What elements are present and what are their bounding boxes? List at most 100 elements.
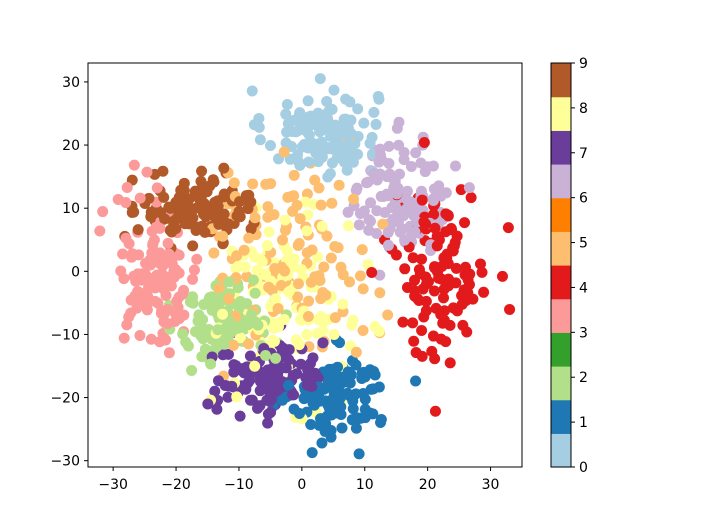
data-point-class-3 (152, 278, 164, 290)
data-point-class-0 (358, 117, 370, 129)
data-point-class-1 (350, 422, 362, 434)
data-point-class-5 (243, 338, 255, 350)
data-point-class-4 (450, 277, 462, 289)
data-point-class-6 (354, 208, 366, 220)
data-point-class-6 (393, 139, 405, 151)
data-point-class-4 (429, 353, 441, 365)
colorbar-segment (551, 265, 571, 300)
colorbar-segment (551, 366, 571, 401)
colorbar-segment (551, 231, 571, 266)
data-point-class-6 (422, 161, 434, 173)
data-point-class-5 (315, 199, 327, 211)
data-point-class-4 (428, 285, 440, 297)
data-point-class-5 (247, 178, 259, 190)
data-point-class-0 (340, 113, 352, 125)
data-point-class-3 (131, 302, 143, 314)
data-point-class-0 (280, 108, 292, 120)
data-point-class-5 (228, 177, 240, 189)
data-point-class-5 (377, 218, 389, 230)
data-point-class-0 (287, 114, 299, 126)
data-point-class-8 (254, 253, 266, 265)
data-point-class-4 (429, 222, 441, 234)
data-point-class-6 (400, 203, 412, 215)
data-point-class-7 (209, 385, 221, 397)
axes-frame (87, 62, 523, 468)
data-point-class-8 (279, 214, 291, 226)
data-point-class-2 (212, 324, 224, 336)
colorbar-tick-label: 6 (579, 191, 588, 207)
data-point-class-7 (295, 358, 307, 370)
data-point-class-4 (435, 333, 447, 345)
data-point-class-4 (504, 303, 516, 315)
data-point-class-4 (401, 281, 413, 293)
data-point-class-5 (329, 312, 341, 324)
data-point-class-7 (240, 383, 252, 395)
data-point-class-4 (397, 316, 409, 328)
data-point-class-4 (438, 292, 450, 304)
data-point-class-4 (416, 350, 428, 362)
data-point-class-7 (287, 370, 299, 381)
data-point-class-0 (352, 130, 364, 142)
data-point-class-1 (332, 361, 344, 373)
data-point-class-1 (410, 375, 422, 387)
data-point-class-2 (192, 315, 204, 327)
data-point-class-1 (336, 422, 348, 434)
data-point-class-1 (353, 448, 365, 460)
data-point-class-5 (313, 182, 325, 194)
data-point-class-9 (145, 211, 157, 223)
data-point-class-5 (333, 179, 345, 191)
data-point-class-7 (277, 342, 289, 354)
data-point-class-5 (279, 265, 291, 277)
data-point-class-8 (282, 245, 294, 257)
data-point-class-6 (405, 230, 417, 242)
data-point-class-5 (263, 281, 275, 293)
data-point-class-1 (347, 403, 359, 415)
data-point-class-5 (292, 291, 304, 303)
data-point-class-3 (141, 166, 153, 178)
data-point-class-0 (326, 157, 338, 169)
data-point-class-2 (205, 358, 217, 370)
colorbar-segment (551, 130, 571, 165)
data-point-class-9 (234, 196, 246, 208)
data-point-class-8 (251, 264, 263, 276)
x-tick-label: 0 (297, 477, 306, 493)
data-point-class-2 (186, 364, 198, 376)
data-point-class-1 (316, 437, 328, 449)
data-point-class-8 (263, 226, 275, 238)
data-point-class-3 (151, 182, 163, 194)
data-point-class-0 (370, 118, 382, 130)
data-point-class-3 (97, 206, 109, 218)
data-point-class-7 (222, 391, 234, 403)
data-point-class-6 (391, 122, 403, 134)
data-point-class-1 (368, 366, 380, 378)
data-point-class-8 (346, 319, 358, 331)
colorbar-tick-label: 2 (579, 370, 588, 386)
data-point-class-3 (132, 285, 144, 297)
data-point-class-7 (283, 354, 295, 366)
data-point-class-1 (373, 381, 385, 393)
data-point-class-3 (134, 329, 146, 341)
data-point-class-8 (301, 225, 313, 237)
data-point-class-6 (383, 140, 395, 152)
data-point-class-3 (172, 301, 184, 313)
data-point-class-8 (239, 261, 251, 273)
data-point-class-9 (132, 224, 144, 236)
data-point-class-3 (161, 277, 173, 289)
data-point-class-1 (375, 417, 387, 429)
data-point-class-4 (431, 240, 443, 252)
data-point-class-4 (502, 222, 514, 234)
data-point-class-5 (292, 240, 304, 252)
data-point-class-3 (94, 225, 106, 237)
data-point-class-4 (435, 309, 447, 321)
data-point-class-5 (344, 276, 356, 288)
data-point-class-4 (459, 261, 471, 273)
data-point-class-0 (312, 107, 324, 119)
data-point-class-9 (201, 207, 213, 219)
data-point-class-6 (353, 219, 365, 231)
x-tick-label: 20 (419, 477, 437, 493)
data-point-class-4 (438, 252, 450, 264)
data-point-class-7 (267, 367, 279, 379)
data-point-class-6 (393, 168, 405, 180)
data-point-class-4 (478, 286, 490, 298)
data-point-class-4 (416, 324, 428, 336)
